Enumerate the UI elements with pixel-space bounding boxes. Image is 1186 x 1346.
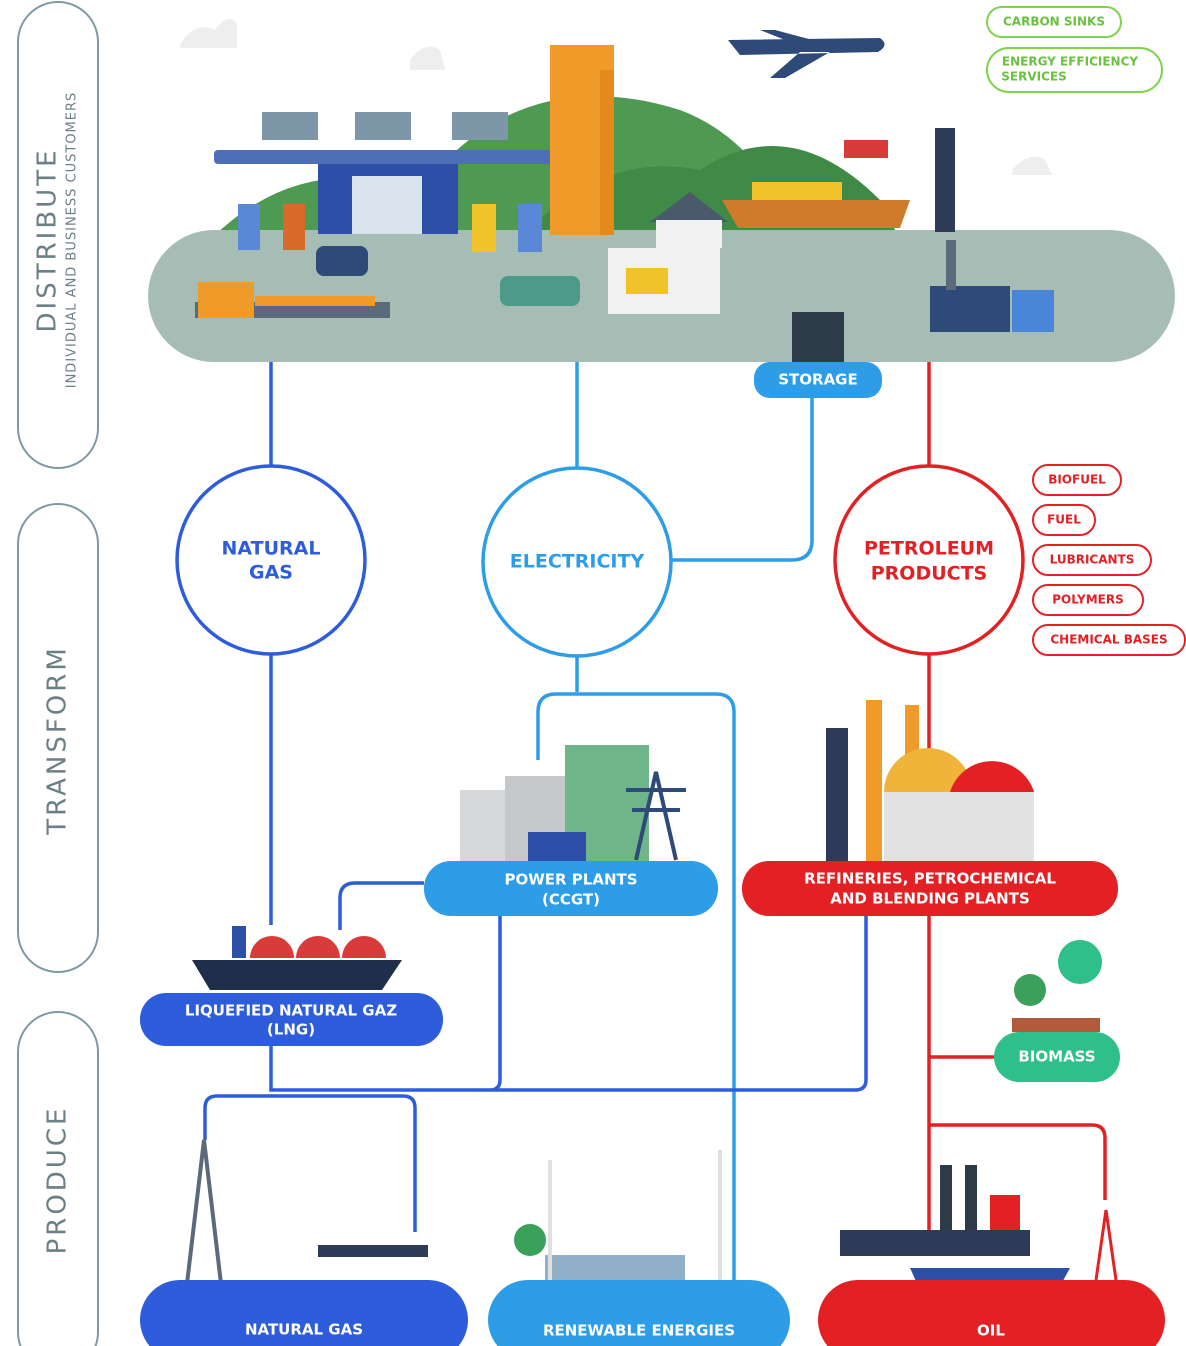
node-label: LIQUEFIED NATURAL GAZ (185, 1002, 397, 1020)
produce-label: OIL (977, 1322, 1005, 1340)
service-label: SERVICES (1001, 70, 1066, 84)
node-label: POWER PLANTS (504, 871, 637, 889)
energy-circle (177, 466, 365, 654)
stage-title: PRODUCE (43, 1106, 73, 1255)
energy-label: ELECTRICITY (510, 551, 645, 573)
product-label: LUBRICANTS (1050, 553, 1135, 567)
product-label: FUEL (1047, 513, 1081, 527)
node-label: (LNG) (267, 1021, 315, 1039)
energy-label: NATURAL (222, 538, 321, 560)
product-label: POLYMERS (1052, 593, 1123, 607)
energy-label: PETROLEUM (864, 538, 994, 560)
energy-label: GAS (249, 562, 293, 584)
petroleum-products: BIOFUEL FUEL LUBRICANTS POLYMERS CHEMICAL BA… (1033, 465, 1185, 655)
product-label: CHEMICAL BASES (1050, 633, 1167, 647)
node-label: (CCGT) (542, 891, 600, 909)
service-label: CARBON SINKS (1003, 15, 1105, 29)
stage-title: TRANSFORM (43, 645, 73, 836)
energy-label: PRODUCTS (871, 563, 988, 585)
product-label: BIOFUEL (1048, 473, 1106, 487)
diagram: DISTRIBUTE INDIVIDUAL AND BUSINESS CUSTO… (0, 0, 1186, 1346)
stage-title: DISTRIBUTE (33, 148, 63, 333)
energy-circle (835, 466, 1023, 654)
produce-label: RENEWABLE ENERGIES (543, 1322, 735, 1340)
service-label: ENERGY EFFICIENCY (1002, 55, 1139, 69)
storage-label: STORAGE (778, 371, 858, 389)
produce-scene (186, 1140, 1116, 1292)
node-label: BIOMASS (1018, 1048, 1095, 1066)
stage-subtitle: INDIVIDUAL AND BUSINESS CUSTOMERS (65, 92, 80, 389)
node-label: AND BLENDING PLANTS (830, 890, 1030, 908)
node-label: REFINERIES, PETROCHEMICAL (804, 870, 1056, 888)
produce-label: NATURAL GAS (245, 1321, 363, 1339)
